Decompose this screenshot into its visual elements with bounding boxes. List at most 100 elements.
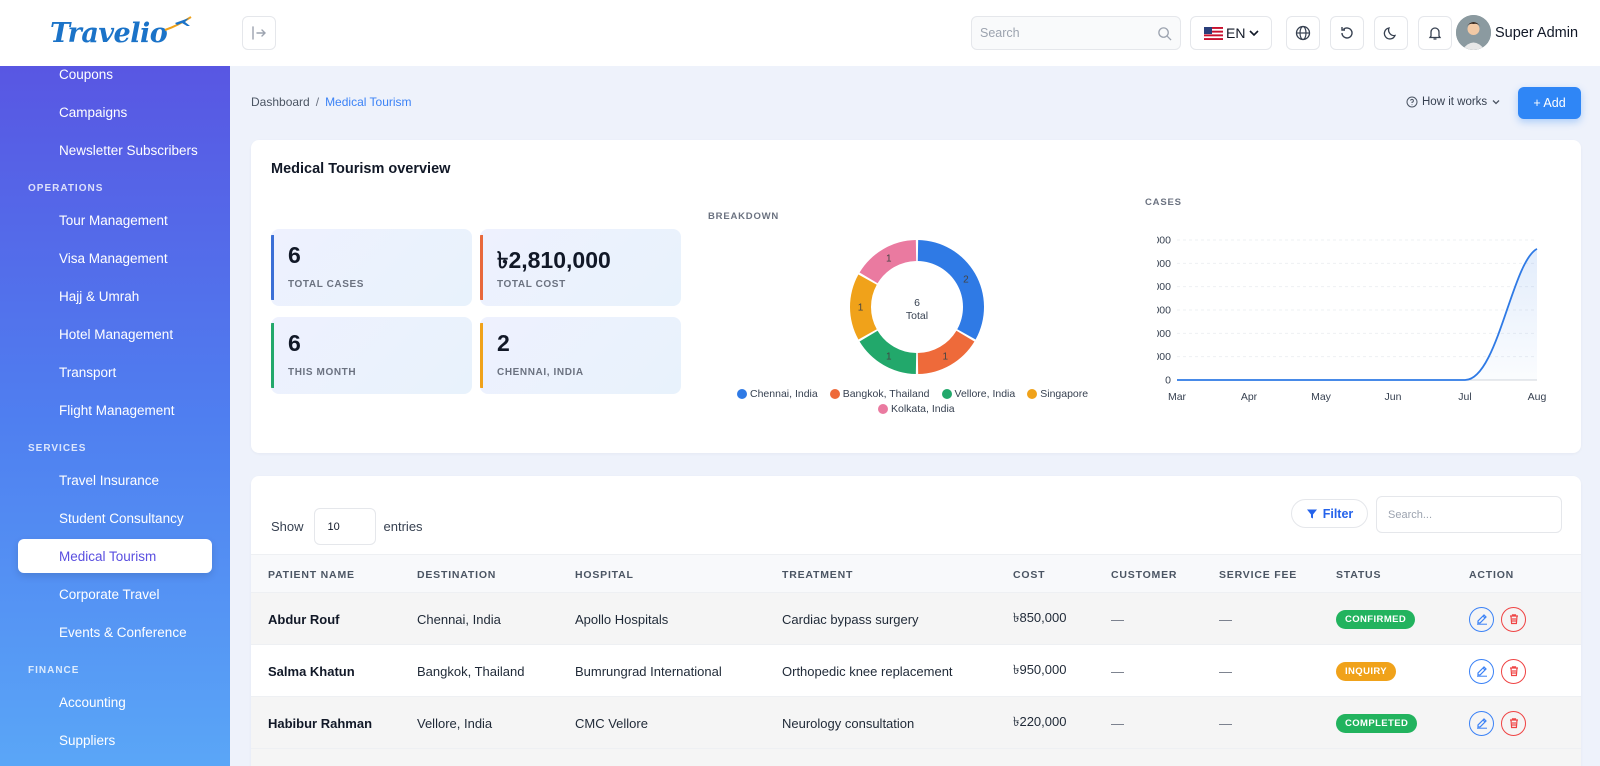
donut-slice[interactable] xyxy=(917,240,984,340)
legend-dot xyxy=(737,389,747,399)
entries-select[interactable]: 10 xyxy=(313,508,376,545)
donut-slice[interactable] xyxy=(850,274,877,340)
sidebar-item-coupons[interactable]: Coupons xyxy=(0,55,230,93)
breadcrumb-home[interactable]: Dashboard xyxy=(251,95,310,109)
table-row[interactable]: Habibur Rahman Vellore, India CMC Vellore N… xyxy=(251,697,1581,749)
series-line xyxy=(1177,248,1538,381)
mail-icon xyxy=(31,142,48,159)
status-cell: INQUIRY xyxy=(1336,645,1397,697)
briefcase-icon xyxy=(31,586,48,603)
table-row[interactable]: Abdur Rouf Chennai, India Apollo Hospitals… xyxy=(251,593,1581,645)
tag-icon xyxy=(31,66,48,83)
sort-icon[interactable] xyxy=(1442,569,1449,580)
sidebar-item-transport[interactable]: Transport xyxy=(0,353,230,391)
nav-section-label: OPERATIONS xyxy=(28,183,104,194)
sort-icon[interactable] xyxy=(1310,569,1317,580)
user-menu[interactable]: Super Admin xyxy=(1456,15,1578,50)
chevron-down-icon xyxy=(188,697,198,707)
globe-icon xyxy=(1295,25,1311,41)
sidebar-item-visa-management[interactable]: Visa Management xyxy=(0,239,230,277)
sidebar-item-label: Events & Conference xyxy=(59,624,187,640)
trash-icon xyxy=(1509,718,1518,729)
theme-toggle-button[interactable] xyxy=(1374,16,1408,50)
sort-icon[interactable] xyxy=(749,569,756,580)
table-row[interactable]: Salma Khatun Bangkok, Thailand Bumrungrad … xyxy=(251,645,1581,697)
sidebar-item-label: Corporate Travel xyxy=(59,586,160,602)
sort-icon[interactable] xyxy=(985,569,992,580)
sidebar-item-medical-tourism[interactable]: Medical Tourism xyxy=(18,539,212,573)
logo[interactable]: Travelio xyxy=(0,0,230,66)
column-header[interactable]: ACTION xyxy=(1469,568,1515,581)
notifications-button[interactable] xyxy=(1418,16,1452,50)
legend-item[interactable]: Chennai, India xyxy=(737,388,818,400)
legend-item[interactable]: Singapore xyxy=(1027,388,1088,400)
how-it-works-button[interactable]: How it works xyxy=(1406,96,1501,108)
map-icon xyxy=(31,212,48,229)
y-tick-label: 1500000 xyxy=(1157,305,1171,317)
delete-button[interactable] xyxy=(1501,710,1526,736)
legend-item[interactable]: Kolkata, India xyxy=(878,403,955,415)
column-header[interactable]: STATUS xyxy=(1336,568,1382,581)
sidebar-item-events-conference[interactable]: Events & Conference xyxy=(0,613,230,651)
sidebar-item-label: Hajj & Umrah xyxy=(59,288,140,304)
sidebar-item-tour-management[interactable]: Tour Management xyxy=(0,201,230,239)
column-header[interactable]: TREATMENT xyxy=(782,568,854,581)
cases-table-card: Show 10 entries Filter Search... PATIENT… xyxy=(251,476,1581,766)
table-search-input[interactable]: Search... xyxy=(1376,496,1562,533)
legend-item[interactable]: Bangkok, Thailand xyxy=(829,388,930,400)
sort-icon[interactable] xyxy=(1194,569,1201,580)
help-circle-icon xyxy=(1406,96,1418,108)
bell-icon xyxy=(1428,27,1442,40)
donut-center-label: Total xyxy=(906,310,928,322)
edit-button[interactable] xyxy=(1469,606,1494,632)
sidebar-item-hajj-umrah[interactable]: Hajj & Umrah xyxy=(0,277,230,315)
sidebar-item-suppliers[interactable]: Suppliers xyxy=(0,721,230,759)
column-header[interactable]: COST xyxy=(1013,568,1046,581)
sort-icon[interactable] xyxy=(542,569,549,580)
column-header[interactable]: CUSTOMER xyxy=(1111,568,1178,581)
sidebar-item-hotel-management[interactable]: Hotel Management xyxy=(0,315,230,353)
language-selector[interactable]: EN xyxy=(1190,16,1272,50)
column-header[interactable]: DESTINATION xyxy=(417,568,497,581)
delete-button[interactable] xyxy=(1501,658,1526,684)
add-button[interactable]: + Add xyxy=(1518,87,1581,119)
edit-button[interactable] xyxy=(1469,710,1494,736)
sidebar-item-newsletter-subscribers[interactable]: Newsletter Subscribers xyxy=(0,131,230,169)
column-header[interactable]: SERVICE FEE xyxy=(1219,568,1298,581)
edit-button[interactable] xyxy=(1469,658,1494,684)
donut-slice[interactable] xyxy=(859,240,917,284)
avatar xyxy=(1456,15,1491,50)
delete-button[interactable] xyxy=(1501,606,1526,632)
sidebar-item-label: Tour Management xyxy=(59,212,168,228)
table-cell-customer: — xyxy=(1111,611,1124,627)
column-header[interactable]: PATIENT NAME xyxy=(268,568,355,581)
legend-item[interactable]: Vellore, India xyxy=(941,388,1015,400)
topbar: EN Super Admin xyxy=(230,0,1600,66)
globe-button[interactable] xyxy=(1286,16,1320,50)
sidebar-item-travel-insurance[interactable]: Travel Insurance xyxy=(0,461,230,499)
column-header[interactable]: HOSPITAL xyxy=(575,568,634,581)
sidebar-item-accounting[interactable]: Accounting xyxy=(0,683,230,721)
sidebar-item-campaigns[interactable]: Campaigns xyxy=(0,93,230,131)
filter-button[interactable]: Filter xyxy=(1291,499,1368,528)
sidebar-item-flight-management[interactable]: Flight Management xyxy=(0,391,230,429)
x-tick-label: Apr xyxy=(1241,391,1258,403)
table-cell-customer: — xyxy=(1111,663,1124,679)
briefcase-icon xyxy=(31,732,48,749)
y-tick-label: 0 xyxy=(1165,375,1171,387)
global-search[interactable] xyxy=(971,16,1181,50)
refresh-button[interactable] xyxy=(1330,16,1364,50)
sidebar-item-student-consultancy[interactable]: Student Consultancy xyxy=(0,499,230,537)
stat-value: 6 xyxy=(288,242,301,268)
sidebar-item-corporate-travel[interactable]: Corporate Travel xyxy=(0,575,230,613)
sort-icon[interactable] xyxy=(1078,569,1085,580)
donut-slice[interactable] xyxy=(859,330,917,374)
sort-icon[interactable] xyxy=(385,569,392,580)
sidebar-toggle-button[interactable] xyxy=(242,16,276,50)
donut-slice[interactable] xyxy=(917,330,975,374)
table-row[interactable] xyxy=(251,749,1581,766)
status-cell: CONFIRMED xyxy=(1336,593,1416,645)
status-cell: COMPLETED xyxy=(1336,697,1418,749)
search-input[interactable] xyxy=(980,26,1150,40)
